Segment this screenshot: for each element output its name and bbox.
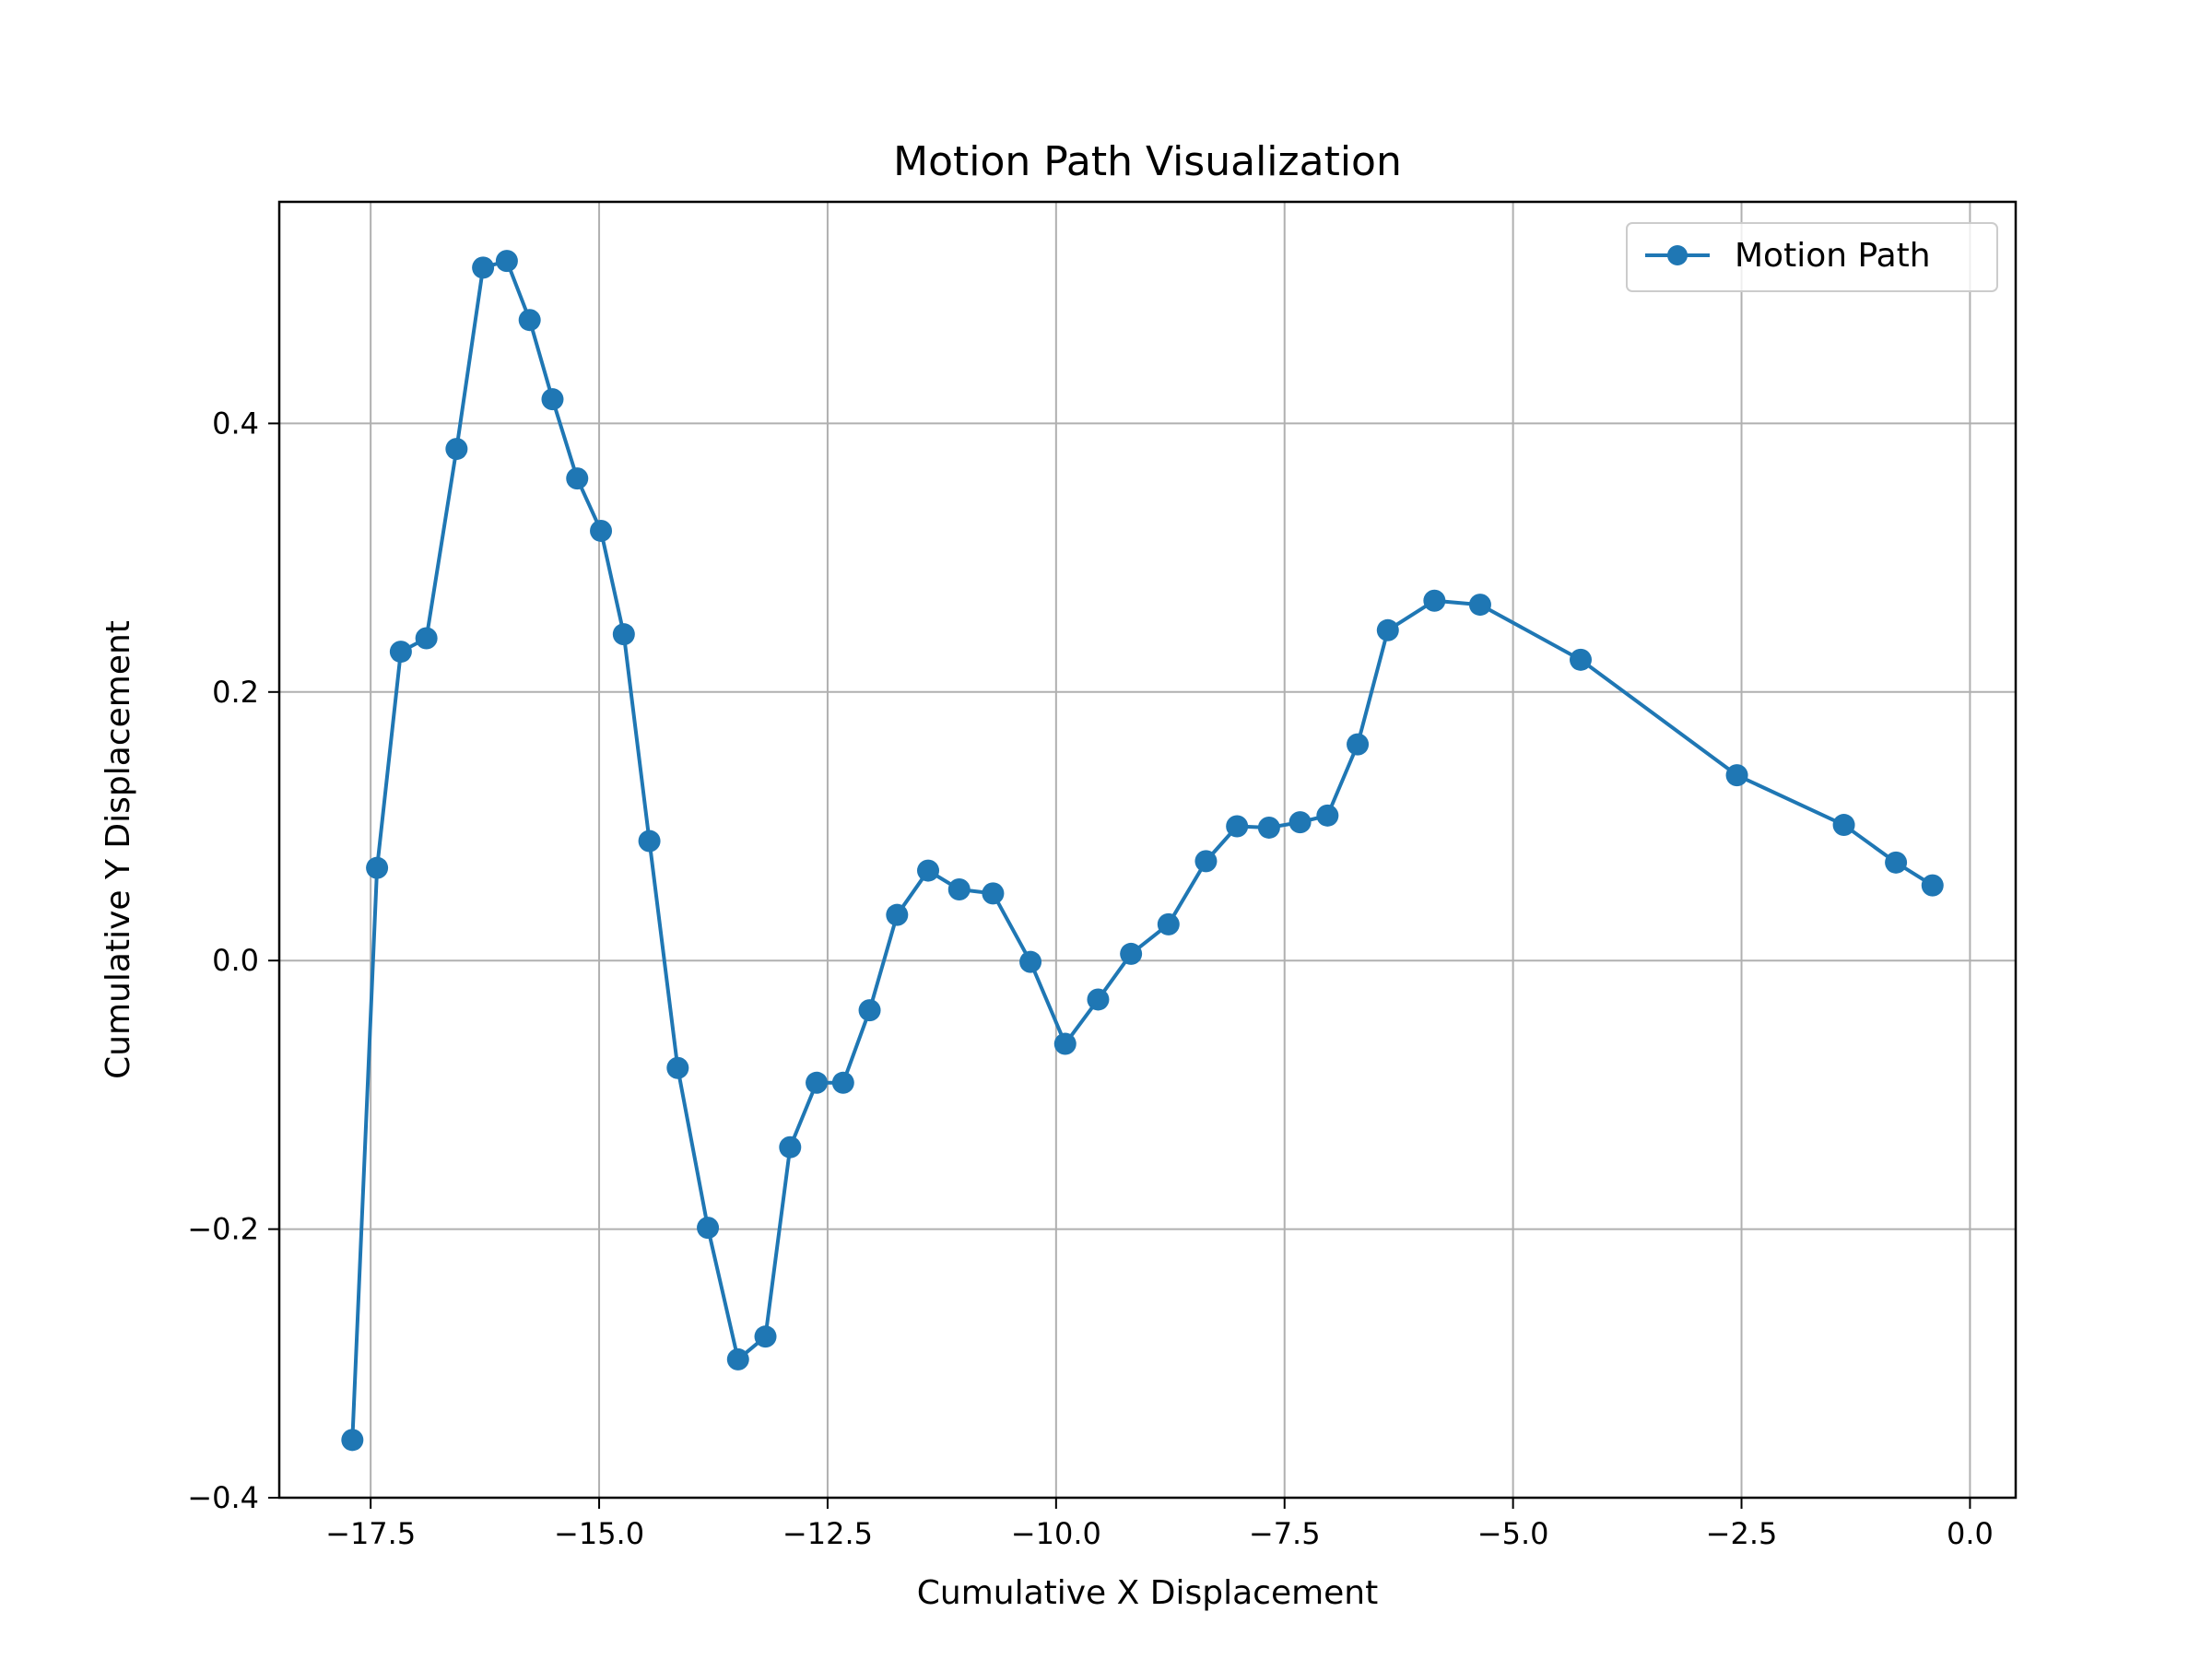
x-tick-label: −17.5 [325, 1516, 416, 1551]
axis-ticks: −17.5 −15.0 −12.5 −10.0 −7.5 −5.0 −2.5 0.0 −0.4 −… [187, 406, 1994, 1551]
data-point [1376, 618, 1399, 641]
data-point [1423, 589, 1446, 612]
data-point [754, 1325, 777, 1348]
data-point [541, 388, 564, 411]
legend-marker-swatch [1667, 245, 1688, 265]
data-point [1725, 764, 1748, 787]
data-point [1120, 942, 1143, 965]
y-tick-label: 0.4 [212, 406, 259, 441]
data-point [518, 309, 541, 332]
y-tick-label: 0.2 [212, 675, 259, 710]
y-tick-label: −0.2 [187, 1212, 259, 1247]
data-point [341, 1429, 364, 1452]
data-point [917, 859, 940, 882]
data-point [1570, 648, 1593, 671]
chart-title: Motion Path Visualization [893, 138, 1402, 185]
data-point [726, 1347, 749, 1371]
data-point [982, 882, 1005, 905]
legend-box [1626, 222, 1998, 292]
x-tick-label: −12.5 [782, 1516, 873, 1551]
data-point [1288, 811, 1312, 834]
data-point [1921, 874, 1944, 897]
legend-entry-label: Motion Path [1735, 237, 1931, 275]
data-point [1194, 850, 1218, 873]
data-point [806, 1071, 829, 1094]
y-tick-label: −0.4 [187, 1480, 259, 1515]
x-tick-label: −2.5 [1706, 1516, 1778, 1551]
data-point [389, 641, 412, 664]
data-point [472, 256, 495, 279]
x-tick-label: −7.5 [1249, 1516, 1321, 1551]
data-point [415, 627, 438, 650]
data-point [1019, 950, 1042, 973]
data-point [1053, 1032, 1077, 1055]
x-tick-label: −10.0 [1011, 1516, 1101, 1551]
data-point [1257, 816, 1280, 839]
data-point [1885, 851, 1908, 874]
y-tick-label: 0.0 [212, 943, 259, 978]
data-point [366, 856, 389, 879]
data-point [445, 438, 468, 461]
data-point [1226, 815, 1249, 838]
data-point [1087, 988, 1110, 1011]
data-point [1316, 804, 1339, 827]
data-point [779, 1135, 802, 1159]
y-axis-label: Cumulative Y Displacement [100, 620, 137, 1079]
data-point [612, 623, 635, 646]
data-point [666, 1056, 689, 1079]
data-point [1347, 733, 1370, 756]
data-point [638, 830, 661, 853]
data-point [886, 903, 909, 926]
plot-series [341, 250, 1944, 1452]
x-tick-label: 0.0 [1947, 1516, 1994, 1551]
plot-frame [277, 200, 2018, 1500]
data-point [590, 519, 613, 542]
data-point [1157, 912, 1180, 935]
legend: Motion Path [1626, 222, 1998, 292]
data-point [697, 1217, 720, 1240]
data-point [495, 250, 518, 273]
data-point [831, 1071, 854, 1094]
data-point [566, 467, 589, 490]
x-axis-label: Cumulative X Displacement [917, 1574, 1379, 1612]
series-line [350, 259, 1934, 1441]
x-tick-label: −15.0 [554, 1516, 644, 1551]
data-point [858, 999, 881, 1022]
data-point [1468, 594, 1491, 617]
data-point [1832, 814, 1855, 837]
data-point [947, 877, 971, 900]
x-tick-label: −5.0 [1477, 1516, 1549, 1551]
